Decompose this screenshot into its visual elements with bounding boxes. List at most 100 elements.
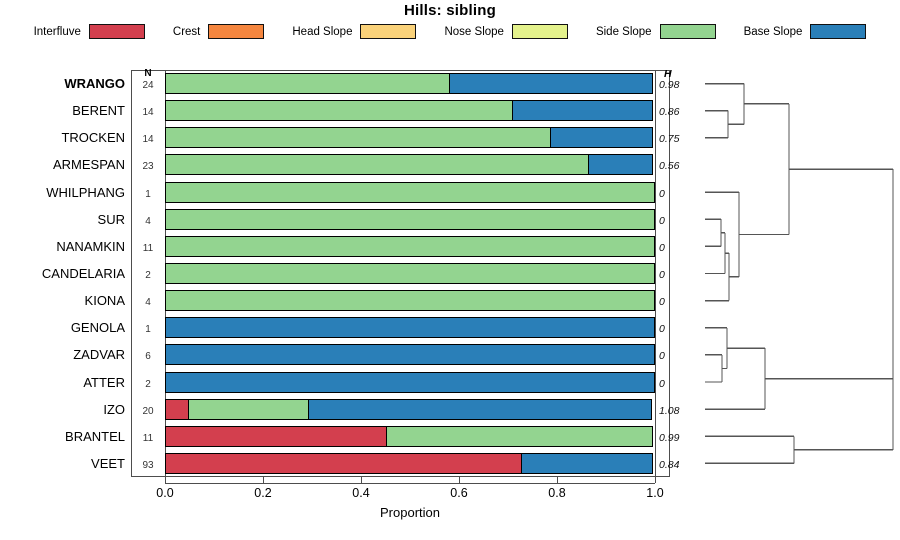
stacked-bar[interactable]	[165, 154, 655, 176]
category-label: SUR	[97, 211, 125, 227]
stacked-bar[interactable]	[165, 344, 655, 366]
legend: Interfluve Crest Head Slope Nose Slope Side …	[0, 24, 900, 39]
legend-item-label: Nose Slope	[444, 25, 504, 38]
bar-segment[interactable]	[588, 154, 654, 176]
n-value: 14	[142, 134, 154, 146]
legend-item: Interfluve	[34, 24, 173, 39]
n-value: 11	[142, 432, 154, 444]
legend-swatch	[659, 24, 716, 39]
legend-item-label: Base Slope	[743, 25, 803, 38]
bar-segment[interactable]	[165, 290, 655, 312]
h-value: 0	[659, 377, 665, 390]
category-label: IZO	[103, 401, 125, 417]
category-label: WHILPHANG	[46, 184, 125, 200]
axis-tick	[165, 477, 166, 483]
category-label: TROCKEN	[61, 130, 125, 146]
category-label: GENOLA	[70, 320, 125, 336]
h-value: 0.75	[659, 133, 680, 146]
legend-item-label: Head Slope	[292, 25, 353, 38]
stacked-bar[interactable]	[165, 235, 655, 257]
bar-segment[interactable]	[165, 73, 451, 95]
bar-segment[interactable]	[165, 317, 655, 339]
h-value: 0.99	[659, 431, 680, 444]
legend-item-label: Side Slope	[595, 25, 652, 38]
h-value: 0	[659, 187, 665, 200]
axis-tick	[361, 477, 362, 483]
stacked-bar[interactable]	[165, 371, 655, 393]
legend-item: Crest	[173, 24, 292, 39]
n-value: 6	[145, 351, 151, 363]
axis-tick	[263, 477, 264, 483]
category-label: KIONA	[84, 293, 125, 309]
legend-item: Base Slope	[744, 24, 867, 39]
bar-segment[interactable]	[165, 452, 523, 474]
bar-segment[interactable]	[521, 452, 654, 474]
bar-rows: WRANGO 24 0.98 BERENT 14 0.86 TROCKEN 14 0.75 ARM…	[0, 68, 900, 477]
category-label: ZADVAR	[73, 347, 125, 363]
bar-segment[interactable]	[165, 371, 655, 393]
axis-tick-label: 0.0	[156, 486, 174, 500]
stacked-bar[interactable]	[165, 181, 655, 203]
h-value: 0.98	[659, 79, 680, 92]
bar-segment[interactable]	[386, 425, 654, 447]
legend-swatch	[88, 24, 145, 39]
x-axis-label: Proportion	[380, 505, 440, 520]
bar-segment[interactable]	[165, 398, 190, 420]
category-label: BERENT	[72, 103, 125, 119]
bar-segment[interactable]	[165, 208, 655, 230]
axis-tick	[655, 477, 656, 483]
bar-segment[interactable]	[165, 127, 552, 149]
h-value: 0	[659, 214, 665, 227]
axis-tick	[557, 477, 558, 483]
axis-tick-label: 0.6	[450, 486, 468, 500]
stacked-bar[interactable]	[165, 452, 655, 474]
n-value: 93	[142, 459, 154, 471]
n-column-header: N	[144, 68, 152, 79]
axis-tick-label: 1.0	[646, 486, 664, 500]
panel-divider-right	[655, 70, 656, 477]
bar-segment[interactable]	[165, 235, 655, 257]
n-value: 2	[145, 270, 151, 281]
n-value: 1	[145, 188, 151, 200]
h-value: 0.86	[659, 106, 680, 119]
stacked-bar[interactable]	[165, 425, 655, 447]
legend-swatch	[208, 24, 265, 39]
h-value: 0	[659, 323, 665, 336]
stacked-bar[interactable]	[165, 263, 655, 284]
n-value: 2	[145, 378, 151, 390]
bar-segment[interactable]	[165, 344, 655, 366]
category-label: WRANGO	[64, 76, 125, 92]
bar-segment[interactable]	[165, 100, 514, 122]
category-label: NANAMKIN	[56, 238, 125, 254]
bar-segment[interactable]	[165, 181, 655, 203]
h-value: 0	[659, 296, 665, 309]
stacked-bar[interactable]	[165, 127, 655, 149]
bar-segment[interactable]	[512, 100, 654, 122]
bar-segment[interactable]	[188, 398, 310, 420]
stacked-bar[interactable]	[165, 73, 655, 95]
stacked-bar[interactable]	[165, 317, 655, 339]
stacked-bar[interactable]	[165, 208, 655, 230]
bar-segment[interactable]	[165, 263, 655, 284]
axis-tick-label: 0.2	[254, 486, 272, 500]
stacked-bar[interactable]	[165, 290, 655, 312]
legend-item: Nose Slope	[444, 24, 595, 39]
h-value: 1.08	[659, 404, 680, 417]
bar-segment[interactable]	[449, 73, 654, 95]
bar-segment[interactable]	[165, 425, 388, 447]
h-value: 0	[659, 350, 665, 363]
n-value: 23	[142, 161, 154, 173]
bar-segment[interactable]	[549, 127, 654, 149]
bar-segment[interactable]	[165, 154, 590, 176]
category-label: ARMESPAN	[53, 157, 125, 173]
h-column-header: H	[664, 68, 672, 80]
stacked-bar[interactable]	[165, 100, 655, 122]
n-value: 14	[142, 107, 154, 119]
h-value: 0.84	[659, 458, 680, 471]
category-label: VEET	[91, 455, 125, 471]
stacked-bar[interactable]	[165, 398, 655, 420]
axis-tick	[459, 477, 460, 483]
category-label: ATTER	[83, 374, 125, 390]
bar-segment[interactable]	[307, 398, 652, 420]
